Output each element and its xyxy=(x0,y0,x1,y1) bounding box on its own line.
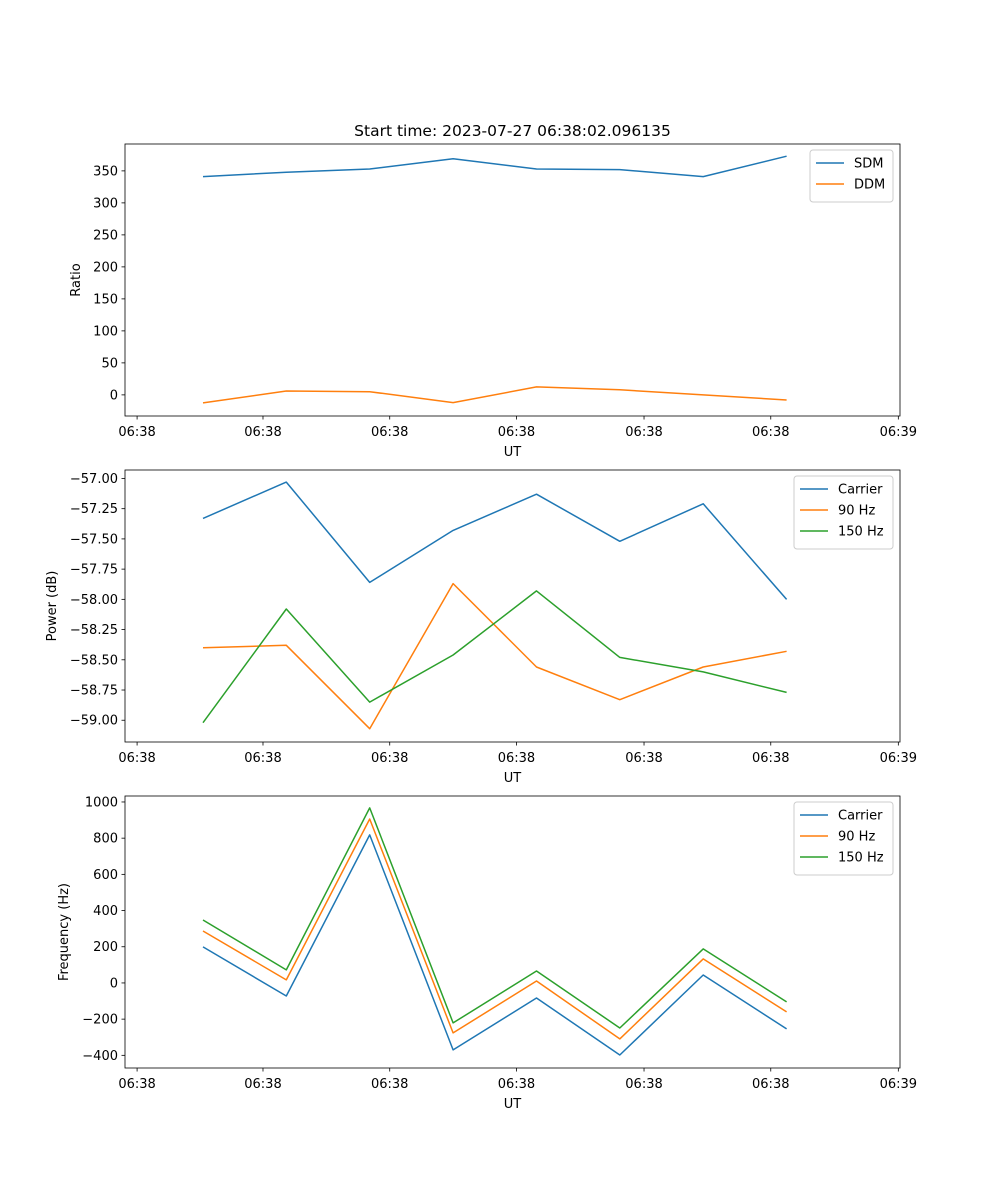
y-tick-label: 400 xyxy=(93,904,118,919)
y-axis-label: Frequency (Hz) xyxy=(57,883,72,981)
x-tick-label: 06:38 xyxy=(371,1077,408,1092)
x-tick-label: 06:38 xyxy=(118,1077,155,1092)
series-line-ddm xyxy=(202,386,787,404)
y-tick-label: 200 xyxy=(93,940,118,955)
y-tick-label: 0 xyxy=(110,388,118,403)
x-tick-label: 06:38 xyxy=(118,425,155,440)
y-tick-label: 150 xyxy=(93,292,118,307)
legend-label: Carrier xyxy=(838,483,883,498)
x-axis-label: UT xyxy=(504,1097,522,1112)
x-tick-label: 06:38 xyxy=(752,425,789,440)
x-tick-label: 06:38 xyxy=(371,425,408,440)
y-tick-label: −58.25 xyxy=(70,623,118,638)
y-tick-label: −59.00 xyxy=(70,714,118,729)
x-tick-label: 06:38 xyxy=(752,1077,789,1092)
y-tick-label: 600 xyxy=(93,868,118,883)
x-tick-label: 06:38 xyxy=(244,425,281,440)
x-tick-label: 06:38 xyxy=(118,751,155,766)
series-line-90-hz xyxy=(202,582,787,730)
y-tick-label: −58.50 xyxy=(70,653,118,668)
x-tick-label: 06:38 xyxy=(498,1077,535,1092)
axes-frame xyxy=(124,795,901,1069)
x-tick-label: 06:38 xyxy=(625,751,662,766)
x-tick-label: 06:38 xyxy=(498,425,535,440)
y-tick-label: −57.75 xyxy=(70,563,118,578)
y-tick-label: −58.00 xyxy=(70,593,118,608)
series-line-sdm xyxy=(202,155,787,178)
axes-frame xyxy=(124,143,901,417)
x-tick-label: 06:38 xyxy=(244,1077,281,1092)
subplot-1: 06:38 06:38 06:38 06:38 06:38 06:38 06:39 0 50 10… xyxy=(69,122,917,460)
legend: Carrier 90 Hz 150 Hz xyxy=(793,475,894,550)
y-tick-label: 100 xyxy=(93,324,118,339)
legend-label: 150 Hz xyxy=(838,525,884,540)
chart-title: Start time: 2023-07-27 06:38:02.096135 xyxy=(354,122,671,140)
x-tick-label: 06:38 xyxy=(625,425,662,440)
legend: SDM DDM xyxy=(809,149,894,203)
x-axis-label: UT xyxy=(504,771,522,786)
subplot-2: 06:38 06:38 06:38 06:38 06:38 06:38 06:39 −59.0… xyxy=(45,469,917,786)
legend-label: 90 Hz xyxy=(838,504,875,519)
series-line-150-hz xyxy=(202,807,788,1029)
x-axis-label: UT xyxy=(504,445,522,460)
y-tick-label: −400 xyxy=(82,1049,118,1064)
y-tick-label: −57.25 xyxy=(70,502,118,517)
legend-label: SDM xyxy=(854,157,883,172)
y-tick-label: 800 xyxy=(93,832,118,847)
legend-label: Carrier xyxy=(838,809,883,824)
legend-label: 90 Hz xyxy=(838,830,875,845)
y-axis-label: Ratio xyxy=(69,263,84,296)
y-tick-label: −57.50 xyxy=(70,532,118,547)
x-tick-label: 06:38 xyxy=(498,751,535,766)
y-tick-label: 350 xyxy=(93,164,118,179)
series-line-carrier xyxy=(202,481,788,600)
y-tick-label: −200 xyxy=(82,1013,118,1028)
subplot-3: 06:38 06:38 06:38 06:38 06:38 06:38 06:39 −400 −… xyxy=(57,795,917,1112)
y-tick-label: 200 xyxy=(93,260,118,275)
axes-frame xyxy=(124,469,901,743)
legend-label: DDM xyxy=(854,178,885,193)
series-line-carrier xyxy=(202,834,788,1056)
y-tick-label: −57.00 xyxy=(70,472,118,487)
x-tick-label: 06:38 xyxy=(752,751,789,766)
x-tick-label: 06:39 xyxy=(880,1077,917,1092)
legend-label: 150 Hz xyxy=(838,851,884,866)
x-tick-label: 06:38 xyxy=(371,751,408,766)
y-tick-label: 1000 xyxy=(85,795,118,810)
y-tick-label: 0 xyxy=(110,976,118,991)
legend: Carrier 90 Hz 150 Hz xyxy=(793,801,894,876)
series-line-150-hz xyxy=(202,590,787,724)
y-tick-label: 300 xyxy=(93,196,118,211)
y-tick-label: −58.75 xyxy=(70,684,118,699)
x-tick-label: 06:38 xyxy=(625,1077,662,1092)
series-line-90-hz xyxy=(202,818,788,1040)
x-tick-label: 06:38 xyxy=(244,751,281,766)
x-tick-label: 06:39 xyxy=(880,425,917,440)
y-tick-label: 250 xyxy=(93,228,118,243)
y-tick-label: 50 xyxy=(101,356,118,371)
y-axis-label: Power (dB) xyxy=(45,571,60,642)
x-tick-label: 06:39 xyxy=(880,751,917,766)
